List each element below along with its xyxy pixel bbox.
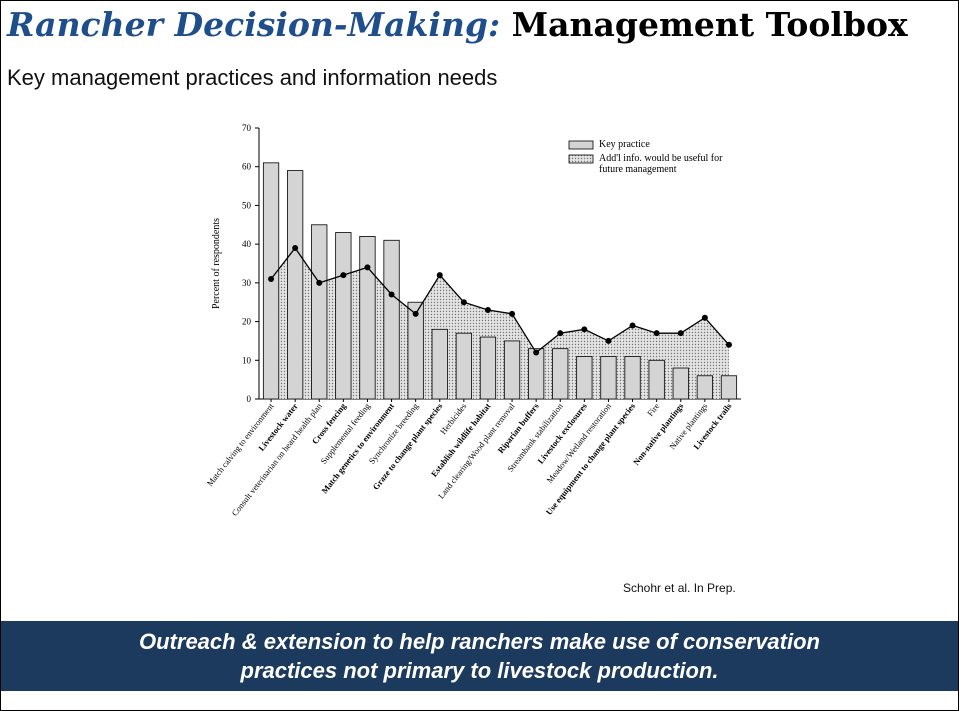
info-point — [581, 326, 588, 333]
info-point — [292, 245, 299, 252]
info-point — [653, 330, 660, 337]
bar — [455, 332, 472, 400]
info-line — [270, 246, 730, 354]
info-point — [533, 349, 540, 356]
bar — [576, 356, 593, 400]
y-axis-label: Percent of respondents — [211, 218, 222, 309]
y-tick-label: 30 — [242, 278, 252, 288]
info-point — [388, 291, 395, 298]
info-point — [629, 322, 636, 329]
subtitle: Key management practices and information… — [7, 65, 498, 90]
y-tick-label: 70 — [242, 123, 252, 133]
x-tick-label: Consult veterinarian on heard health pla… — [229, 400, 324, 517]
info-point — [436, 272, 443, 279]
bar — [359, 235, 376, 400]
bar — [503, 340, 521, 400]
y-tick-label: 60 — [242, 162, 252, 172]
info-point — [725, 341, 732, 348]
bar — [528, 348, 545, 400]
x-tick-label: Fire — [645, 401, 661, 418]
bar — [335, 232, 352, 400]
citation: Schohr et al. In Prep. — [623, 581, 736, 595]
info-point — [340, 272, 347, 279]
info-point — [460, 299, 467, 306]
y-tick-label: 40 — [242, 239, 252, 249]
info-point — [412, 310, 419, 317]
bar — [720, 375, 738, 400]
bar — [600, 356, 617, 400]
bar — [672, 367, 689, 400]
bar — [624, 356, 641, 400]
title-italic: Rancher Decision-Making: — [7, 5, 501, 44]
info-point — [701, 314, 708, 321]
bar — [696, 375, 713, 400]
y-tick-label: 20 — [242, 317, 252, 327]
info-point — [268, 275, 275, 282]
bar — [648, 359, 665, 400]
info-point — [557, 330, 564, 337]
bar — [552, 348, 569, 400]
y-tick-label: 10 — [242, 355, 252, 365]
slide-title: Rancher Decision-Making: Management Tool… — [7, 5, 908, 44]
bar — [287, 170, 304, 400]
bar — [311, 224, 328, 400]
y-tick-label: 0 — [247, 394, 252, 404]
info-point — [316, 279, 323, 286]
title-bold: Management Toolbox — [511, 5, 908, 44]
legend-swatch — [568, 154, 594, 164]
x-tick-label: Use equipment to change plant species — [544, 401, 638, 517]
info-point — [677, 330, 684, 337]
legend: Key practice Add'l info. would be useful … — [568, 139, 723, 175]
y-tick-label: 50 — [242, 200, 252, 210]
info-point — [509, 310, 516, 317]
legend-label: Key practice — [599, 139, 650, 150]
bar — [431, 328, 448, 400]
banner: Outreach & extension to help ranchers ma… — [1, 621, 958, 691]
legend-text: Key practice Add'l info. would be useful … — [599, 139, 723, 175]
legend-label: Add'l info. would be useful for future m… — [599, 153, 723, 175]
bar — [383, 239, 400, 400]
info-point — [605, 337, 612, 344]
bar — [479, 336, 497, 400]
info-point — [484, 306, 491, 313]
legend-swatch — [568, 140, 594, 150]
info-point — [364, 264, 371, 271]
